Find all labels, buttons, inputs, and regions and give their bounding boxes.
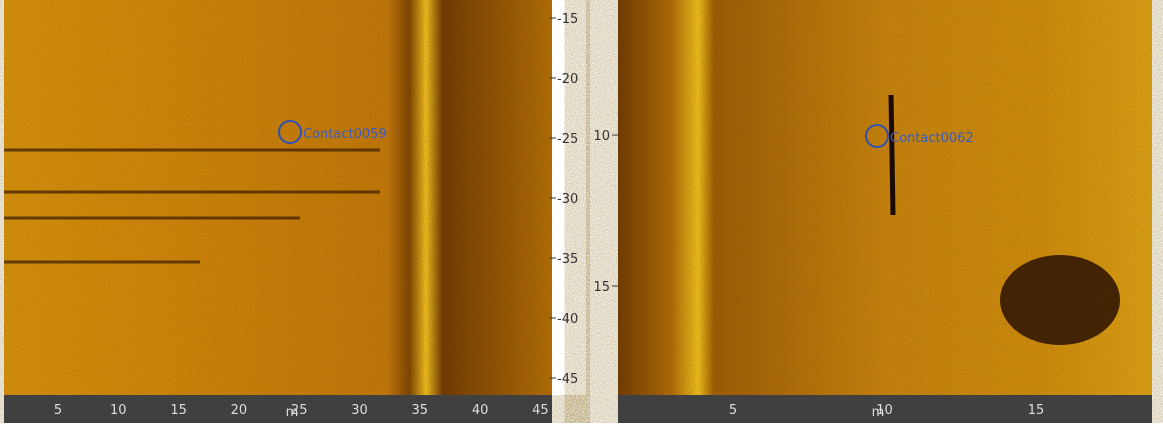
target-shadow [888,94,896,216]
x-unit: m [872,405,885,420]
contact-marker [278,120,302,144]
x-axis-bar [4,395,552,423]
x-axis-bar [618,395,1152,423]
x-tick-label: 40 [472,403,489,418]
shadow-streaks [4,148,380,264]
y-tick-label: -30 [557,192,578,207]
y-tick-label: -25 [557,132,578,147]
sonar-noise [4,0,552,395]
left-panel: Contact0059 [4,0,586,423]
y-tick-label: 15 [593,280,610,295]
y-tick-label: -15 [557,12,578,27]
right-panel: Contact0062 [590,0,1152,423]
x-tick-label: 15 [1028,403,1045,418]
x-tick-label: 45 [532,403,549,418]
contact-label: Contact0062 [890,131,974,146]
y-tick-label: 10 [593,129,610,144]
x-tick-label: 35 [412,403,429,418]
x-unit: m [286,405,299,420]
x-tick-label: 10 [876,403,893,418]
y-tick-label: -35 [557,252,578,267]
y-tick-label: -40 [557,312,578,327]
contact-label: Contact0059 [303,127,387,142]
x-tick-label: 30 [351,403,368,418]
x-tick-label: 25 [291,403,308,418]
x-tick-label: 5 [729,403,737,418]
shadow-area [1000,255,1120,345]
axis-strip [552,0,586,395]
x-tick-label: 5 [54,403,62,418]
x-tick-label: 15 [170,403,187,418]
axis-strip [590,0,618,423]
x-tick-label: 10 [110,403,127,418]
y-tick-label: -20 [557,72,578,87]
x-tick-label: 20 [231,403,248,418]
contact-marker [865,124,889,148]
y-tick-label: -45 [557,372,578,387]
